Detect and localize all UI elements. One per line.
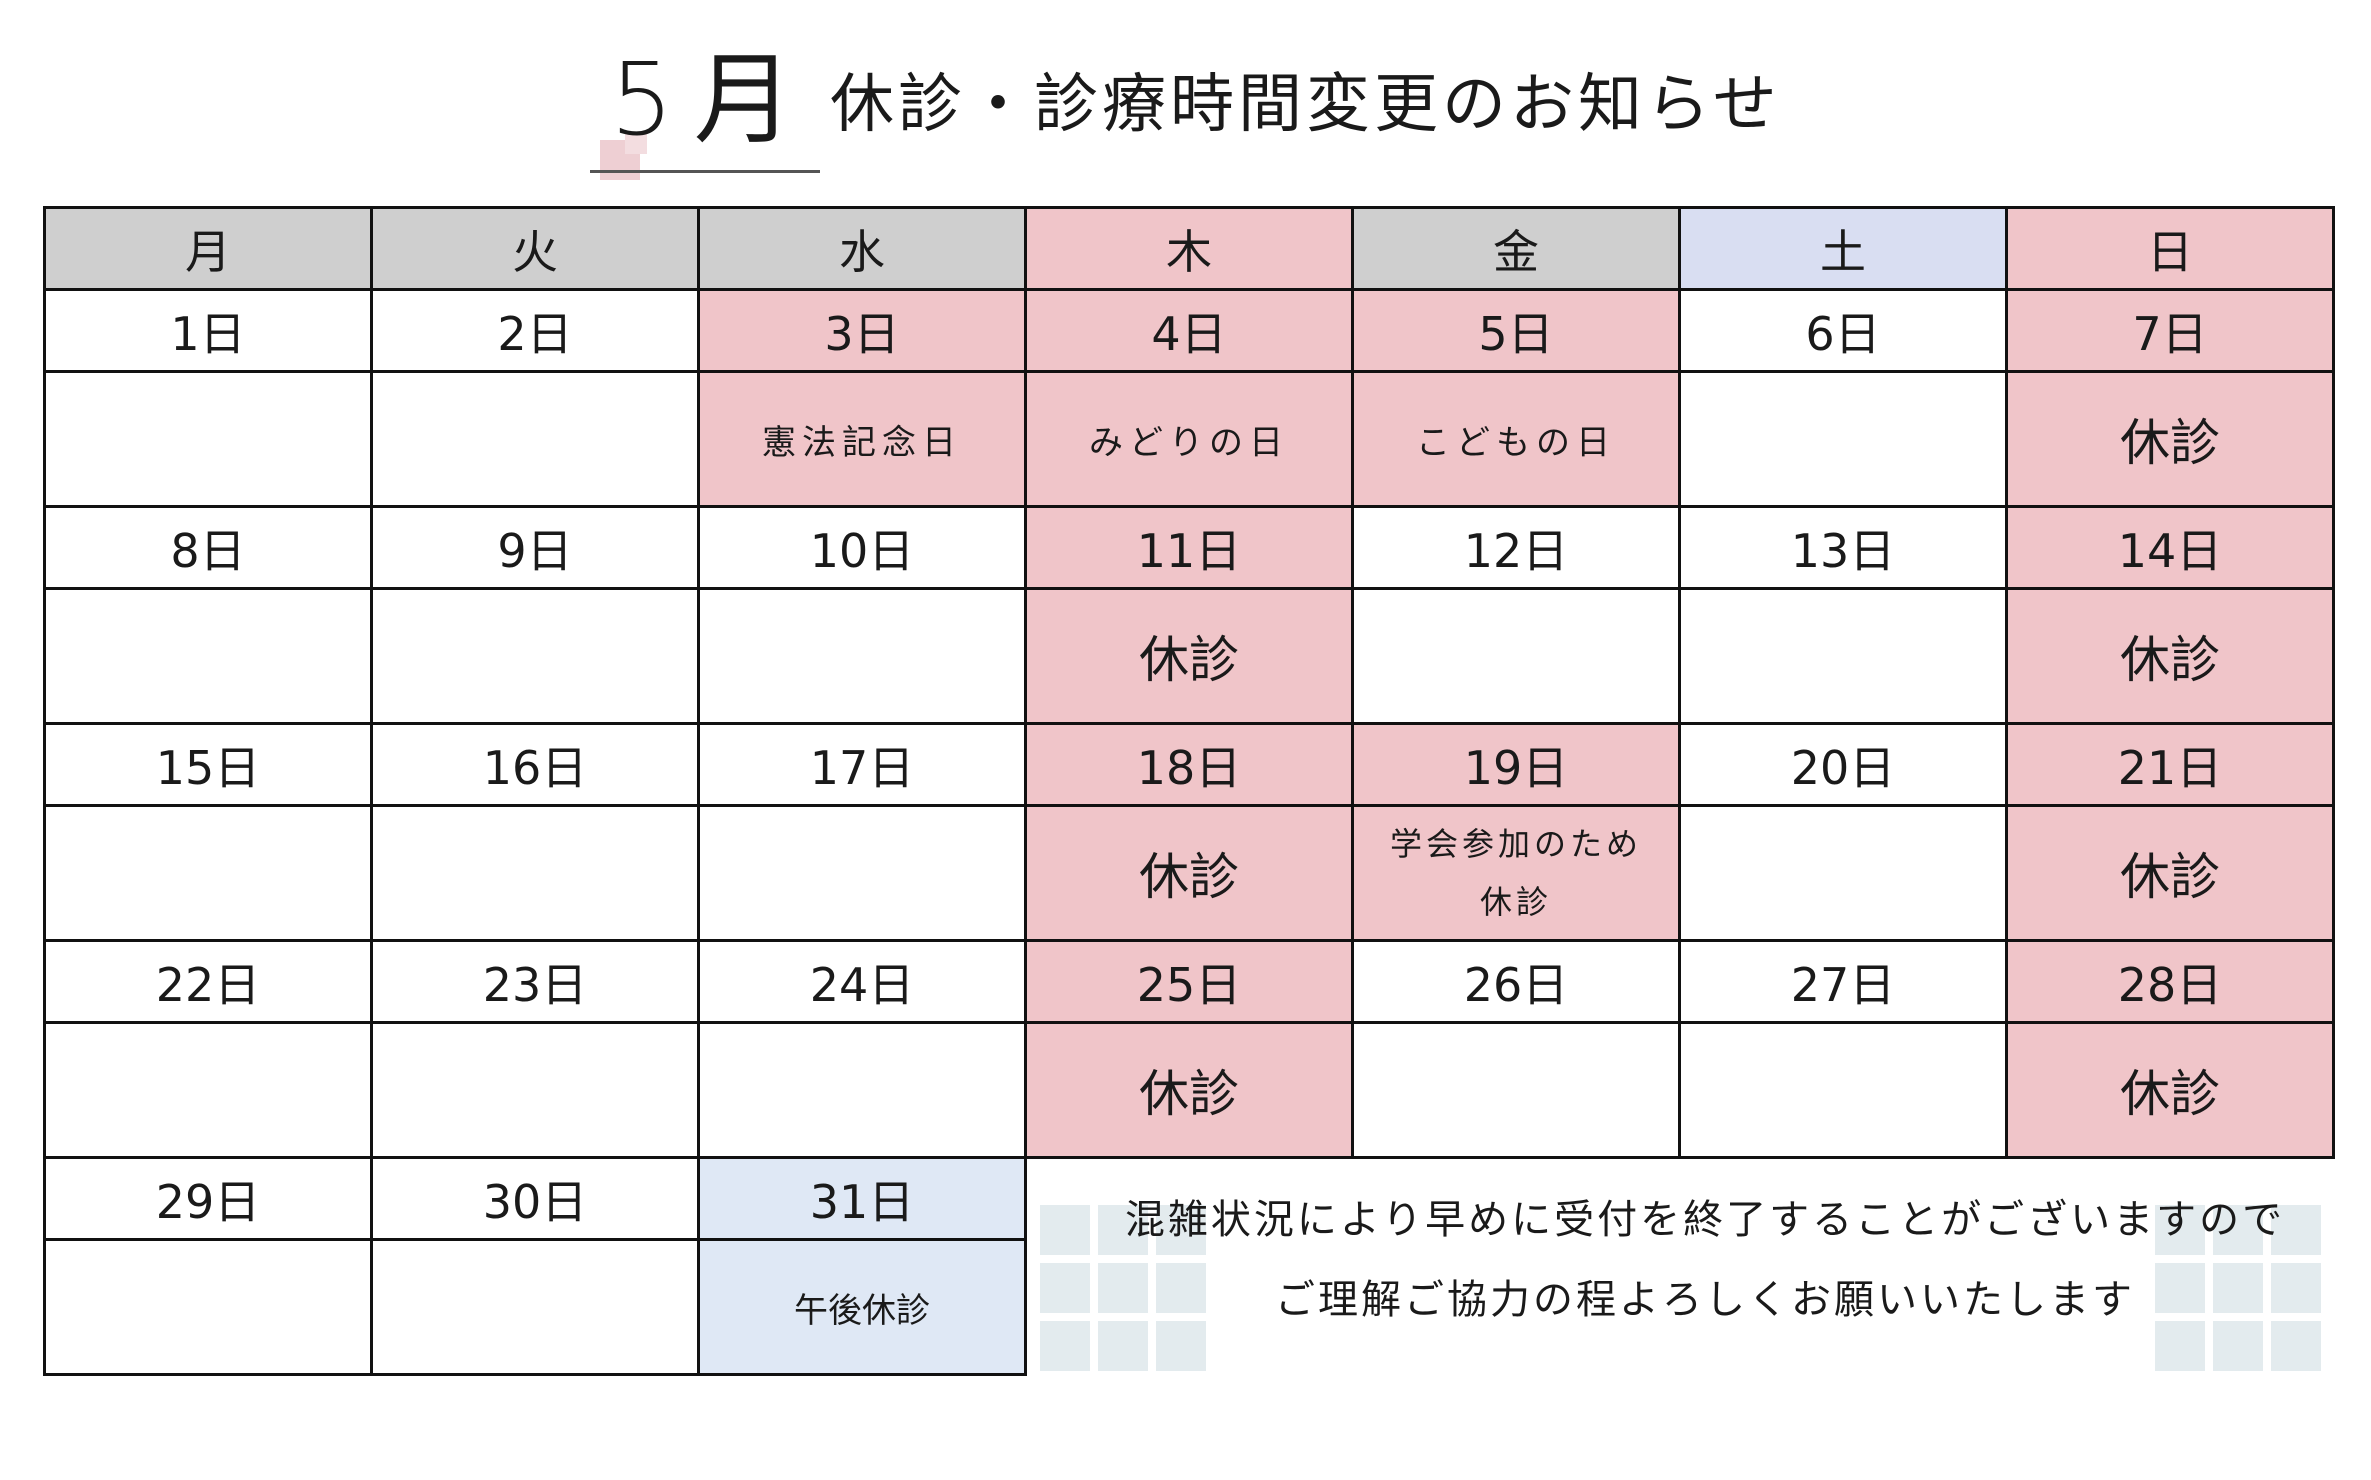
closed-note: 休診 — [1024, 587, 1354, 725]
date-cell: 11日 — [1024, 505, 1354, 590]
date-cell: 5日 — [1351, 288, 1681, 373]
date-cell: 3日 — [697, 288, 1027, 373]
week-5-notes: 午後休診 — [43, 1238, 2334, 1376]
date-cell: 9日 — [370, 505, 700, 590]
date-cell: 7日 — [2005, 288, 2335, 373]
note-cell — [697, 1021, 1027, 1159]
weekday-tue: 火 — [370, 206, 700, 291]
note-cell — [697, 804, 1027, 942]
date-cell: 23日 — [370, 939, 700, 1024]
date-cell: 1日 — [43, 288, 373, 373]
holiday-note: みどりの日 — [1024, 370, 1354, 508]
note-cell — [370, 370, 700, 508]
date-cell: 25日 — [1024, 939, 1354, 1024]
weekday-sun: 日 — [2005, 206, 2335, 291]
closed-note: 休診 — [2005, 587, 2335, 725]
date-cell: 17日 — [697, 722, 1027, 807]
week-3-dates: 15日 16日 17日 18日 19日 20日 21日 — [43, 722, 2335, 807]
weekday-wed: 水 — [697, 206, 1027, 291]
date-cell: 15日 — [43, 722, 373, 807]
month-number: 5月 — [610, 41, 814, 158]
date-cell: 27日 — [1678, 939, 2008, 1024]
date-cell: 19日 — [1351, 722, 1681, 807]
message-line-2: ご理解ご協力の程よろしくお願いいたします — [1275, 1277, 2135, 1323]
week-1-notes: 憲法記念日 みどりの日 こどもの日 休診 — [43, 370, 2335, 508]
notice-message: 混雑状況により早めに受付を終了することがございますので ご理解ご協力の程よろしく… — [1030, 1180, 2371, 1340]
note-cell — [1678, 587, 2008, 725]
date-cell: 14日 — [2005, 505, 2335, 590]
date-cell: 10日 — [697, 505, 1027, 590]
date-cell: 31日 — [697, 1156, 1027, 1241]
week-1-dates: 1日 2日 3日 4日 5日 6日 7日 — [43, 288, 2335, 373]
note-cell — [1678, 804, 2008, 942]
afternoon-closed-note: 午後休診 — [697, 1238, 1027, 1376]
week-3-notes: 休診 学会参加のため 休診 休診 — [43, 804, 2335, 942]
date-cell: 6日 — [1678, 288, 2008, 373]
note-cell — [1351, 1021, 1681, 1159]
weekday-thu: 木 — [1024, 206, 1354, 291]
note-cell — [1678, 370, 2008, 508]
date-cell: 13日 — [1678, 505, 2008, 590]
closed-note: 休診 — [1024, 1021, 1354, 1159]
note-cell — [370, 587, 700, 725]
week-2-notes: 休診 休診 — [43, 587, 2335, 725]
date-cell: 26日 — [1351, 939, 1681, 1024]
date-cell: 18日 — [1024, 722, 1354, 807]
note-cell — [1351, 587, 1681, 725]
closed-note: 休診 — [2005, 370, 2335, 508]
notice-title: 5月 休診・診療時間変更のお知らせ — [0, 40, 2371, 180]
week-5-dates: 29日 30日 31日 — [43, 1156, 2334, 1241]
closed-note: 休診 — [1024, 804, 1354, 942]
closed-note: 休診 — [2005, 1021, 2335, 1159]
note-cell — [697, 587, 1027, 725]
weekday-header-row: 月 火 水 木 金 土 日 — [43, 206, 2335, 291]
title-text: 休診・診療時間変更のお知らせ — [830, 68, 1781, 142]
note-cell — [1678, 1021, 2008, 1159]
date-cell: 22日 — [43, 939, 373, 1024]
closed-note: 休診 — [2005, 804, 2335, 942]
note-cell — [370, 1238, 700, 1376]
note-cell — [43, 804, 373, 942]
note-cell — [43, 1021, 373, 1159]
date-cell: 2日 — [370, 288, 700, 373]
month-underline — [590, 170, 820, 173]
note-cell — [43, 370, 373, 508]
weekday-fri: 金 — [1351, 206, 1681, 291]
deco-square — [625, 132, 647, 154]
date-cell: 16日 — [370, 722, 700, 807]
note-cell — [43, 1238, 373, 1376]
date-cell: 8日 — [43, 505, 373, 590]
week-4-dates: 22日 23日 24日 25日 26日 27日 28日 — [43, 939, 2335, 1024]
note-cell — [370, 1021, 700, 1159]
date-cell: 28日 — [2005, 939, 2335, 1024]
message-line-1: 混雑状況により早めに受付を終了することがございますので — [1124, 1197, 2286, 1243]
conference-note-line1: 学会参加のため — [1389, 825, 1642, 863]
week-2-dates: 8日 9日 10日 11日 12日 13日 14日 — [43, 505, 2335, 590]
holiday-note: 憲法記念日 — [697, 370, 1027, 508]
date-cell: 24日 — [697, 939, 1027, 1024]
week-4-notes: 休診 休診 — [43, 1021, 2335, 1159]
date-cell: 12日 — [1351, 505, 1681, 590]
holiday-note: こどもの日 — [1351, 370, 1681, 508]
weekday-sat: 土 — [1678, 206, 2008, 291]
date-cell: 20日 — [1678, 722, 2008, 807]
conference-closed-note: 学会参加のため 休診 — [1351, 804, 1681, 942]
weekday-mon: 月 — [43, 206, 373, 291]
conference-note-line2: 休診 — [1479, 883, 1552, 921]
date-cell: 4日 — [1024, 288, 1354, 373]
date-cell: 21日 — [2005, 722, 2335, 807]
date-cell: 30日 — [370, 1156, 700, 1241]
calendar-table: 月 火 水 木 金 土 日 1日 2日 3日 4日 5日 6日 7日 憲法記念日… — [43, 206, 2335, 1376]
note-cell — [370, 804, 700, 942]
date-cell: 29日 — [43, 1156, 373, 1241]
note-cell — [43, 587, 373, 725]
